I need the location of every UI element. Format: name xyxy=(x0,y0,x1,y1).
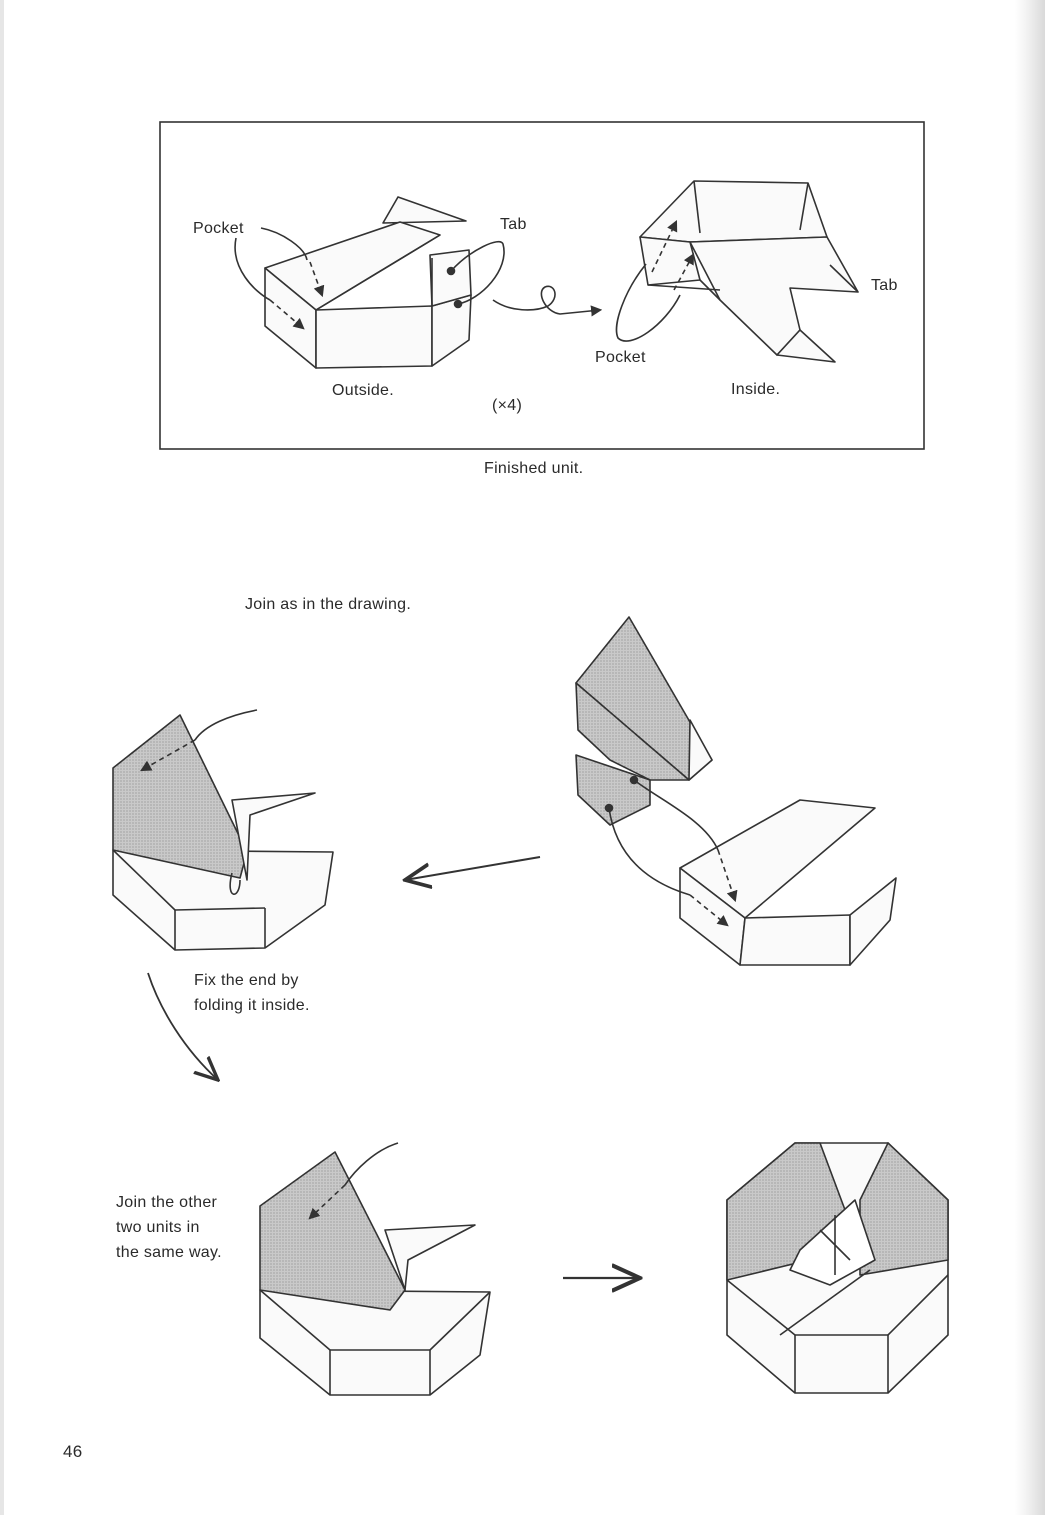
join-direction-arrow xyxy=(405,856,541,880)
other-units-instruction: Join the other two units in the same way… xyxy=(116,1194,222,1261)
finished-octagon-drawing xyxy=(726,1142,949,1394)
unit-outside-drawing xyxy=(264,196,472,369)
inside-label: Inside. xyxy=(731,381,781,398)
join-right-drawing xyxy=(575,616,897,966)
page-spine xyxy=(0,0,4,1515)
unit-inside-arrows xyxy=(615,219,859,342)
pocket-label-left: Pocket xyxy=(193,220,244,237)
outside-label: Outside. xyxy=(332,382,394,399)
join-left-drawing xyxy=(112,714,334,951)
join-right-arrows xyxy=(604,775,738,927)
join-instruction: Join as in the drawing. xyxy=(245,596,412,613)
unit-frame xyxy=(159,121,925,450)
fix-instruction: Fix the end by folding it inside. xyxy=(194,972,310,1014)
pocket-label-right: Pocket xyxy=(595,349,646,366)
page-number: 46 xyxy=(63,1442,83,1461)
unit-inside-drawing xyxy=(639,180,859,363)
third-unit-drawing xyxy=(259,1151,491,1396)
join-left-arrows xyxy=(140,709,258,895)
tab-label-left: Tab xyxy=(500,216,527,233)
multiplier-label: (×4) xyxy=(492,397,523,414)
finished-unit-caption: Finished unit. xyxy=(484,460,584,477)
tab-label-right: Tab xyxy=(871,277,898,294)
third-unit-arrows xyxy=(308,1142,399,1220)
unit-outside-arrows xyxy=(234,227,603,330)
fix-direction-arrow xyxy=(147,972,218,1080)
page-edge xyxy=(1015,0,1045,1515)
